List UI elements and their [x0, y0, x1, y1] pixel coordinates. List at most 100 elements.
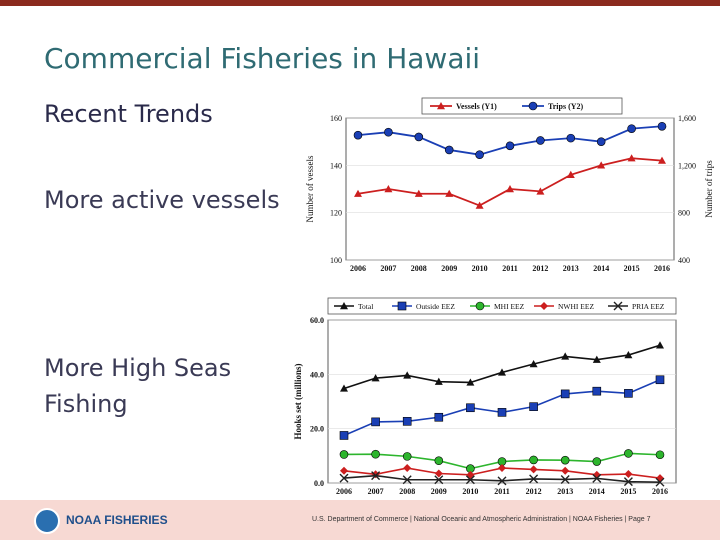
x-tick-label: 2008 [399, 487, 415, 496]
data-point [597, 161, 606, 169]
data-point [353, 130, 363, 140]
legend-label-1: Total [358, 302, 373, 311]
x-tick-label: 2009 [431, 487, 447, 496]
slide-subtitle: Recent Trends [44, 100, 213, 128]
legend-label-2: Outside EEZ [416, 302, 455, 311]
data-point [339, 473, 349, 483]
x-tick-label: 2016 [652, 487, 668, 496]
y-tick-label: 160 [330, 114, 342, 123]
x-tick-label: 2016 [654, 264, 670, 273]
x-tick-label: 2010 [462, 487, 478, 496]
data-point [403, 464, 412, 473]
data-point [560, 455, 570, 465]
data-point [658, 156, 666, 164]
data-point [566, 170, 575, 178]
data-point [434, 475, 444, 485]
data-point [592, 457, 602, 466]
data-point [339, 431, 349, 440]
data-point [536, 136, 545, 145]
data-point [371, 417, 380, 427]
vessels-trips-chart: Vessels (Y1) Trips (Y2) 100 120 140 160 400 800… [300, 96, 720, 276]
legend-marker-1 [340, 302, 348, 310]
data-point [340, 384, 348, 392]
data-point [592, 386, 602, 396]
data-point [655, 375, 665, 385]
data-point [656, 341, 664, 349]
vessels-trips-chart-svg: Vessels (Y1) Trips (Y2) 100 120 140 160 400 800… [305, 97, 714, 273]
legend-marker-2 [397, 301, 407, 311]
x-tick-label: 2011 [494, 487, 510, 496]
legend-label-2: Trips (Y2) [548, 102, 584, 111]
legend-marker-3 [475, 301, 485, 311]
data-point [624, 470, 633, 479]
data-point [624, 389, 633, 398]
x-tick-label: 2010 [472, 264, 488, 273]
data-point [529, 402, 538, 411]
data-point [384, 127, 393, 137]
data-point [384, 185, 393, 193]
data-point [445, 189, 454, 197]
data-point [624, 449, 633, 458]
y-tick-label: 40.0 [310, 370, 324, 379]
data-point [414, 189, 423, 197]
x-tick-label: 2012 [532, 264, 548, 273]
data-point [466, 378, 475, 386]
footer-text: U.S. Department of Commerce | National O… [312, 516, 651, 523]
y-tick-label: 20.0 [310, 425, 324, 434]
data-point [506, 185, 514, 193]
legend-marker-4 [540, 302, 548, 310]
x-tick-label: 2008 [411, 264, 427, 273]
data-point [371, 471, 381, 481]
data-point [497, 476, 507, 486]
data-point [627, 154, 636, 162]
legend-box [327, 297, 677, 315]
x-tick-label: 2015 [620, 487, 636, 496]
data-point [560, 474, 570, 484]
y-tick-label: 0.0 [314, 479, 324, 488]
x-tick-label: 2006 [336, 487, 352, 496]
top-accent-bar [0, 0, 720, 6]
bullet-active-vessels: More active vessels [44, 186, 280, 214]
data-point [560, 389, 570, 399]
y-axis-label: Hooks set (millions) [293, 363, 303, 439]
data-point [402, 417, 412, 426]
y-tick-label: 140 [330, 161, 342, 170]
data-point [529, 474, 539, 484]
x-tick-label: 2007 [368, 487, 384, 496]
data-point [339, 450, 349, 459]
data-point [592, 355, 601, 363]
legend-marker-1 [437, 102, 445, 110]
bullet-high-seas: More High Seas Fishing [44, 354, 232, 418]
legend-label-4: NWHI EEZ [558, 302, 594, 311]
noaa-fisheries-logo-text: NOAA FISHERIES [66, 513, 168, 527]
data-point [434, 469, 443, 478]
data-point [529, 360, 538, 368]
data-point [498, 368, 506, 376]
x-tick-label: 2015 [624, 264, 640, 273]
y-axis-label: Number of vessels [305, 155, 315, 222]
data-point [497, 408, 507, 417]
data-point [505, 141, 515, 151]
data-point [475, 150, 484, 159]
x-tick-label: 2014 [593, 264, 609, 273]
y2-tick-label: 400 [678, 256, 690, 265]
data-point [402, 452, 412, 461]
y2-axis-label: Number of trips [704, 160, 714, 218]
hooks-set-chart-svg: Total Outside EEZ MHI EEZ NWHI EEZ PRIA EEZ 0… [293, 297, 677, 496]
x-tick-label: 2009 [441, 264, 457, 273]
data-point [561, 466, 570, 475]
x-tick-label: 2014 [589, 487, 605, 496]
data-point [371, 449, 380, 459]
data-point [596, 137, 606, 146]
data-point [466, 403, 475, 413]
data-point [657, 121, 667, 131]
data-point [354, 189, 362, 197]
data-point [529, 465, 538, 474]
y2-tick-label: 1,600 [678, 114, 696, 123]
data-point [592, 473, 602, 483]
data-point [403, 371, 412, 379]
data-point [561, 352, 570, 360]
data-point [627, 124, 636, 133]
data-point [340, 466, 348, 475]
data-point [402, 475, 412, 485]
